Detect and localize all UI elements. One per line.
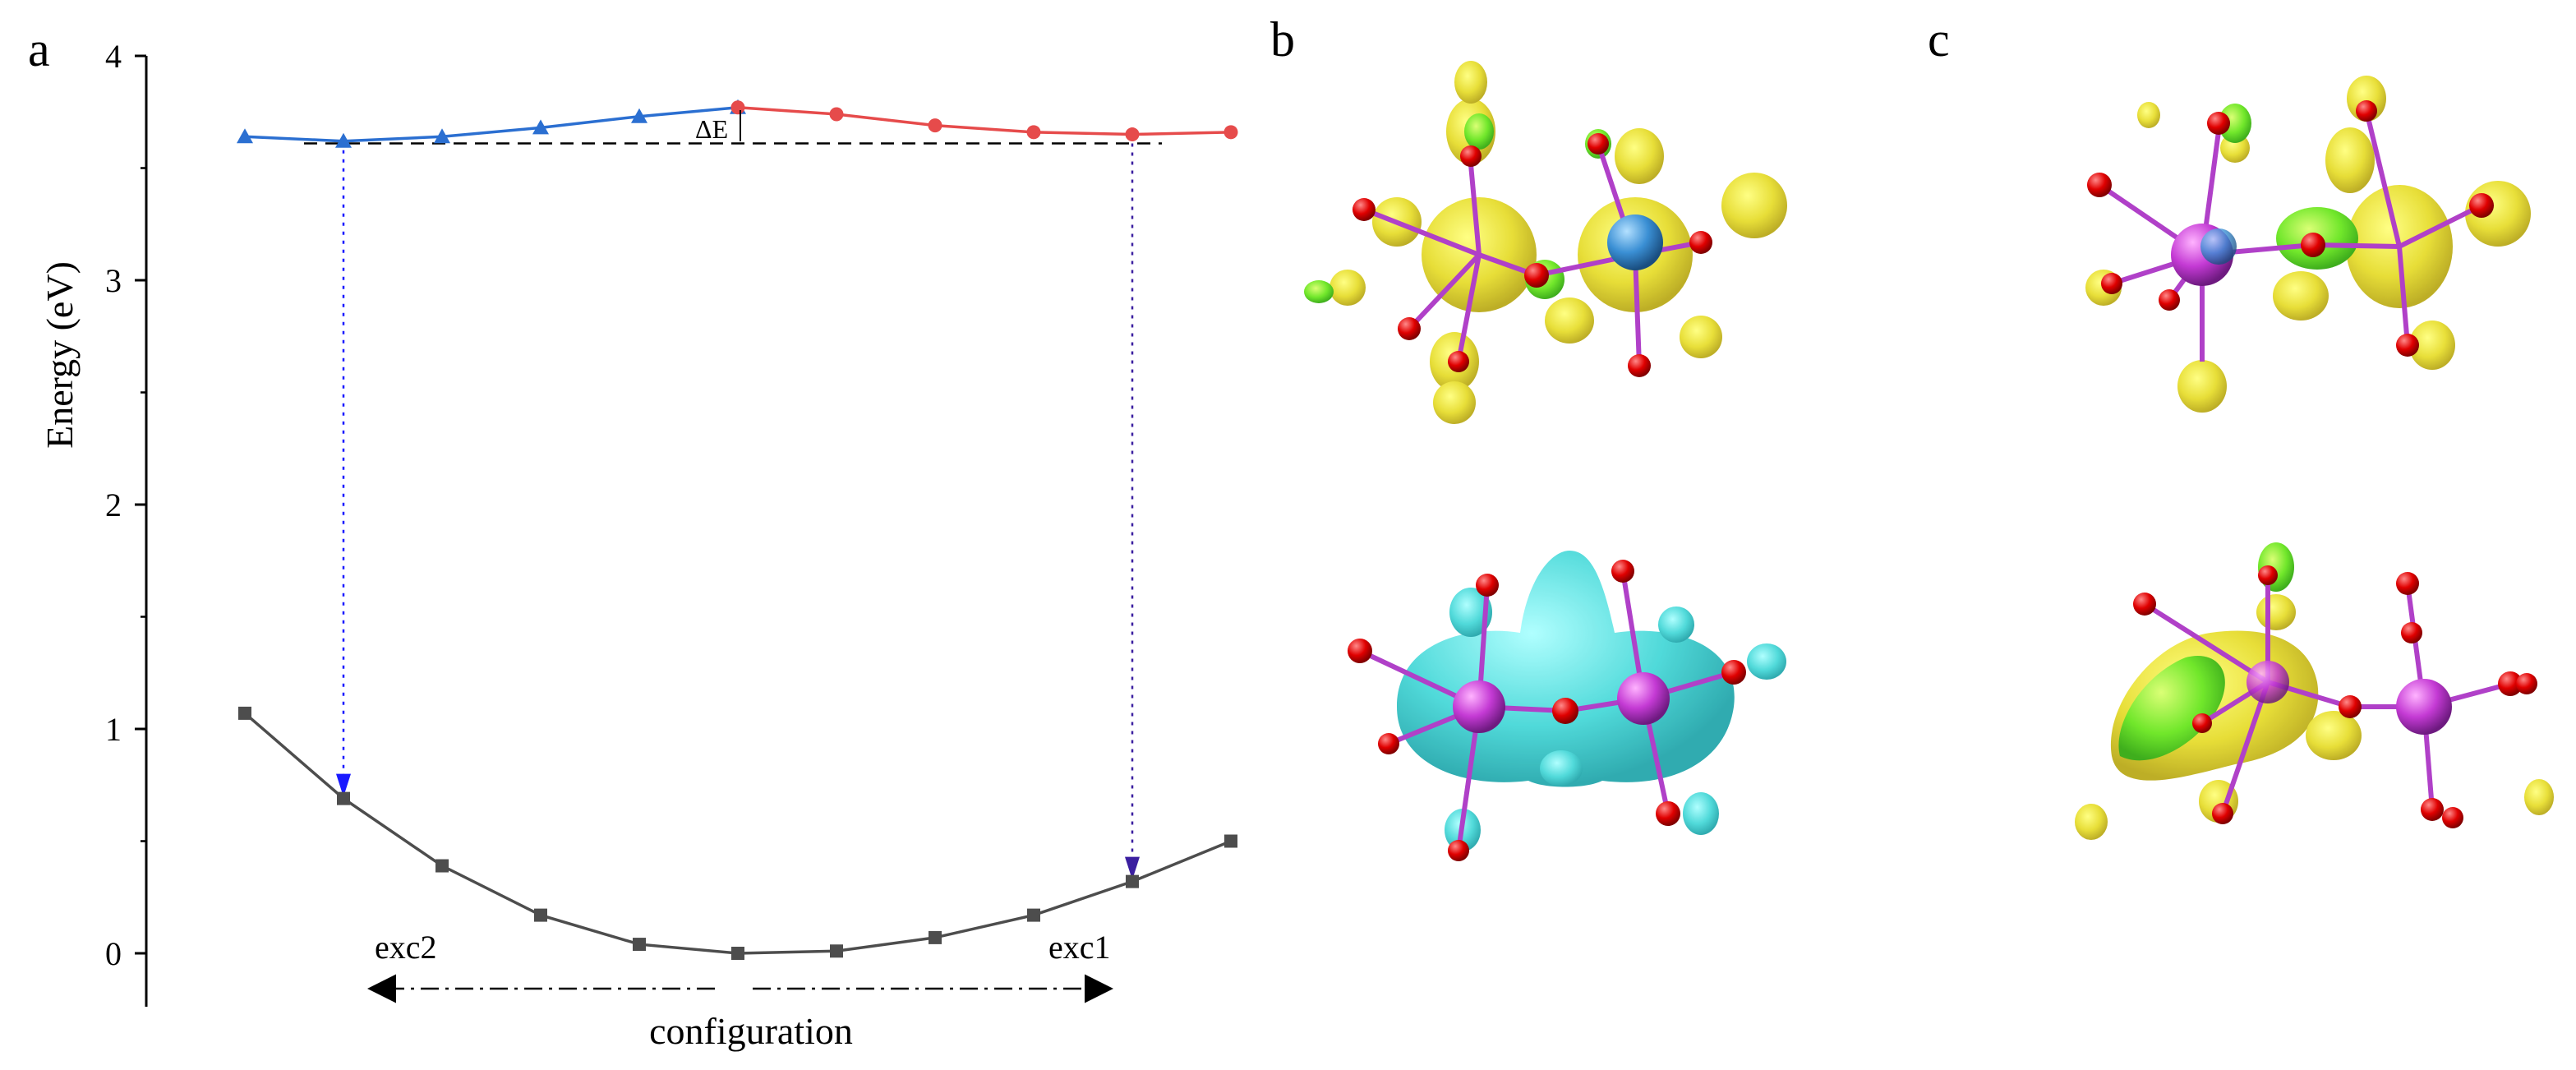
panel-label-a: a (28, 22, 50, 76)
point-ground-7 (830, 944, 843, 958)
point-ground-10 (1126, 874, 1139, 888)
series-line-ground (243, 712, 1232, 955)
point-excited_left-3 (434, 128, 450, 144)
point-ground-1 (238, 706, 251, 720)
point-excited_right-2 (829, 107, 844, 122)
point-excited_right-3 (928, 118, 942, 133)
x-axis-title: configuration (649, 1010, 853, 1052)
point-excited_left-1 (237, 128, 253, 144)
point-excited_right-1 (730, 100, 745, 115)
exc2-label: exc2 (375, 929, 437, 966)
series-group (237, 99, 1238, 960)
point-ground-9 (1027, 908, 1040, 922)
point-excited_left-2 (335, 132, 352, 148)
image-b-top (1304, 61, 1787, 424)
transition-arrowhead-2 (1125, 856, 1140, 880)
point-ground-5 (633, 938, 646, 952)
transition-arrows (336, 134, 1140, 880)
delta-e-label: ΔE (695, 114, 728, 144)
series-line-excited_left (244, 106, 739, 143)
panel-label-c: c (1928, 12, 1950, 67)
point-excited_right-4 (1026, 125, 1041, 140)
image-b-bottom (1348, 551, 1786, 861)
point-excited_left-4 (532, 119, 549, 135)
y-axis-title: Energy (eV) (39, 261, 81, 449)
y-tick-label-1: 1 (105, 711, 122, 748)
y-ticks: 0 1 2 3 4 (105, 38, 146, 972)
image-c-bottom (2075, 542, 2554, 840)
point-ground-2 (337, 791, 350, 805)
point-ground-4 (534, 908, 547, 922)
y-tick-label-3: 3 (105, 262, 122, 299)
point-ground-11 (1224, 834, 1237, 848)
exc1-label: exc1 (1048, 929, 1111, 966)
panel-label-b: b (1270, 12, 1295, 67)
point-ground-3 (435, 859, 449, 873)
point-ground-6 (731, 947, 744, 960)
series-line-excited_right (737, 106, 1232, 136)
point-excited_left-5 (631, 108, 647, 123)
y-tick-label-4: 4 (105, 38, 122, 75)
y-tick-label-2: 2 (105, 487, 122, 523)
transition-arrowhead-1 (336, 773, 351, 797)
point-ground-8 (929, 930, 942, 944)
image-c-top (2085, 76, 2531, 413)
point-excited_right-6 (1223, 125, 1238, 140)
y-tick-label-0: 0 (105, 935, 122, 972)
point-excited_right-5 (1125, 127, 1140, 142)
